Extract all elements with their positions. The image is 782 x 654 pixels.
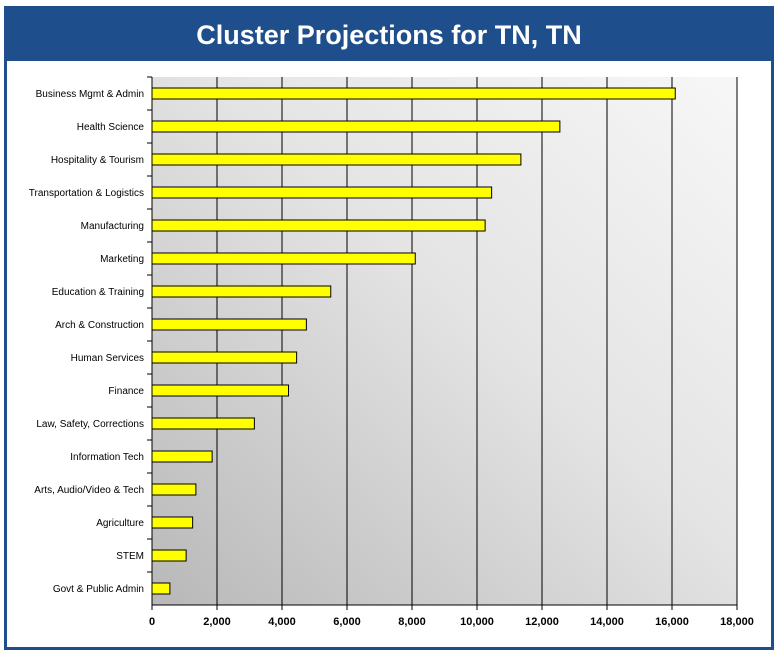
bar — [151, 87, 676, 100]
chart-plot: Business Mgmt & Admin Health Science Hospi… — [29, 76, 754, 628]
bar — [151, 582, 171, 595]
category-label: STEM — [116, 551, 144, 562]
category-label: Govt & Public Admin — [53, 584, 144, 595]
bar — [151, 549, 187, 562]
category-label: Transportation & Logistics — [29, 188, 144, 199]
x-tick-label: 12,000 — [525, 616, 559, 628]
chart-title: Cluster Projections for TN, TN — [196, 19, 582, 50]
bar — [151, 285, 332, 298]
chart-frame: Business Mgmt & Admin Health Science Hospi… — [4, 6, 774, 650]
category-label: Health Science — [77, 122, 145, 133]
category-label: Arch & Construction — [55, 320, 144, 331]
category-label: Finance — [108, 386, 144, 397]
x-tick-label: 4,000 — [268, 616, 296, 628]
bar — [151, 252, 416, 265]
category-label: Education & Training — [52, 287, 144, 298]
category-label: Arts, Audio/Video & Tech — [34, 485, 144, 496]
x-tick-label: 2,000 — [203, 616, 231, 628]
bar — [151, 219, 486, 232]
x-tick-label: 0 — [149, 616, 155, 628]
category-label: Law, Safety, Corrections — [36, 419, 144, 430]
category-label: Manufacturing — [81, 221, 144, 232]
category-label: Agriculture — [96, 518, 144, 529]
bar — [151, 417, 255, 430]
x-tick-label: 6,000 — [333, 616, 361, 628]
category-label: Business Mgmt & Admin — [36, 89, 144, 100]
x-tick-label: 10,000 — [460, 616, 494, 628]
category-label: Information Tech — [70, 452, 144, 463]
category-label: Human Services — [71, 353, 144, 364]
bar — [151, 384, 289, 397]
x-tick-label: 16,000 — [655, 616, 689, 628]
bar — [151, 186, 493, 199]
x-tick-label: 14,000 — [590, 616, 624, 628]
x-tick-label: 18,000 — [720, 616, 754, 628]
x-tick-label: 8,000 — [398, 616, 426, 628]
bar — [151, 516, 194, 529]
bar — [151, 153, 522, 166]
bar — [151, 450, 213, 463]
category-label: Marketing — [100, 254, 144, 265]
bar — [151, 483, 197, 496]
title-bar: Cluster Projections for TN, TN — [7, 9, 771, 61]
bar — [151, 351, 298, 364]
bar — [151, 318, 307, 331]
category-label: Hospitality & Tourism — [51, 155, 144, 166]
bar — [151, 120, 561, 133]
